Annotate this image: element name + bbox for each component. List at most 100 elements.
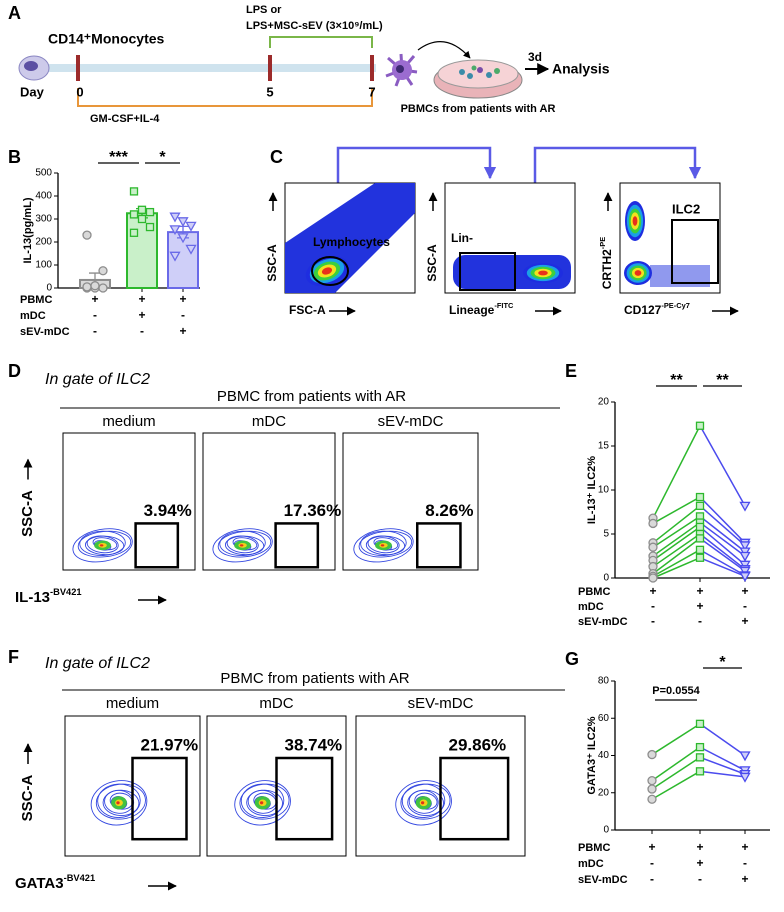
gate [134, 522, 180, 569]
condition-label: mDC [578, 601, 604, 613]
data-point [177, 217, 189, 228]
condition-sign: + [696, 584, 703, 598]
treatment-bracket [269, 36, 373, 48]
condition-sign: + [696, 840, 703, 854]
contour [234, 780, 291, 826]
gating-arrow [533, 146, 702, 183]
condition-label: PBMC [578, 586, 610, 598]
dish-medium [437, 59, 519, 89]
column-label: sEV-mDC [408, 695, 474, 712]
contour-core [116, 801, 120, 805]
data-point [98, 266, 108, 276]
column-label: mDC [259, 695, 293, 712]
data-point [695, 501, 705, 510]
condition-sign: + [179, 292, 186, 306]
paired-line [699, 496, 746, 544]
x-axis-label-main: FSC-A [289, 303, 326, 317]
contour-core [259, 801, 264, 805]
condition-sign: - [698, 614, 702, 628]
paired-line [699, 770, 746, 778]
x-axis-label: Lineage-FITC [449, 301, 514, 317]
data-point [169, 251, 181, 262]
data-point [185, 221, 197, 232]
data-point [177, 233, 189, 244]
gate-label: Lin- [451, 231, 473, 245]
column-label: medium [102, 413, 155, 430]
data-point [169, 212, 181, 223]
y-tick-label: 5 [603, 529, 609, 540]
data-point [648, 542, 658, 552]
y-axis-label: SSC-A [425, 244, 439, 282]
condition-sign: + [741, 872, 748, 886]
data-point [695, 553, 705, 562]
x-axis-label: IL-13-BV421 [15, 587, 82, 606]
paired-line [699, 537, 746, 572]
condition-label: sEV-mDC [578, 874, 628, 886]
x-axis-label-main: GATA3 [15, 875, 64, 892]
gate-label: ILC2 [672, 201, 700, 216]
y-axis-label: SSC-A [265, 244, 279, 282]
data-point [98, 283, 108, 293]
contour [86, 535, 119, 554]
y-tick-label: 0 [603, 573, 609, 584]
gate-percentage: 38.74% [285, 735, 343, 754]
paired-line [652, 496, 701, 525]
contour [353, 528, 414, 563]
data-point [647, 794, 657, 804]
significance-label: * [159, 149, 166, 166]
y-tick-label: 100 [35, 260, 52, 271]
contour [401, 783, 446, 818]
start-label: CD14⁺Monocytes [48, 31, 165, 47]
condition-sign: + [741, 614, 748, 628]
data-point [695, 545, 705, 554]
significance-label: P=0.0554 [652, 685, 700, 697]
density [538, 270, 548, 276]
contour [219, 530, 266, 556]
culture-label: GM-CSF+IL-4 [90, 113, 160, 125]
gate-percentage: 29.86% [449, 735, 507, 754]
y-tick-label: 40 [598, 750, 610, 761]
day: 7 [368, 84, 375, 99]
condition-sign: - [140, 324, 144, 338]
y-tick-label: 400 [35, 191, 52, 202]
condition-sign: - [650, 856, 654, 870]
contour-core [380, 544, 385, 547]
gate [275, 756, 334, 841]
y-tick-label: 300 [35, 214, 52, 225]
dendritic-cell [385, 53, 418, 87]
contour [360, 530, 407, 556]
data-point [647, 784, 657, 794]
density [634, 270, 642, 276]
x-axis-label-sup: -PE-Cy7 [661, 301, 690, 310]
data-point [145, 207, 155, 217]
x-axis-label-main: CD127 [624, 303, 662, 317]
gate [459, 252, 516, 291]
condition-label: sEV-mDC [20, 326, 70, 338]
condition-sign: + [138, 292, 145, 306]
gate [311, 256, 349, 286]
x-axis-label: FSC-A [289, 303, 326, 317]
y-tick-label: 20 [598, 787, 610, 798]
flow-plot [342, 432, 479, 571]
dish-cell [494, 68, 500, 74]
data-point [137, 214, 147, 224]
contour-core [99, 544, 104, 547]
gate-percentage: 3.94% [144, 501, 192, 520]
data-point [695, 522, 705, 532]
data-point [647, 775, 657, 786]
paired-line [652, 521, 701, 557]
dc-nucleus [396, 65, 404, 73]
y-tick-label: 80 [598, 676, 610, 687]
y-axis-label: SSC-A [19, 490, 36, 537]
condition-label: mDC [20, 310, 46, 322]
timeline [42, 64, 376, 72]
paired-line [652, 515, 701, 548]
data-point [739, 772, 751, 783]
paired-line [699, 425, 746, 507]
y-tick-label: 20 [598, 397, 610, 408]
gate-percentage: 17.36% [284, 501, 342, 520]
dish-cell [459, 69, 465, 75]
condition-sign: + [648, 840, 655, 854]
x-axis-label: GATA3-BV421 [15, 873, 95, 892]
x-axis-label-sup: -BV421 [64, 873, 96, 883]
